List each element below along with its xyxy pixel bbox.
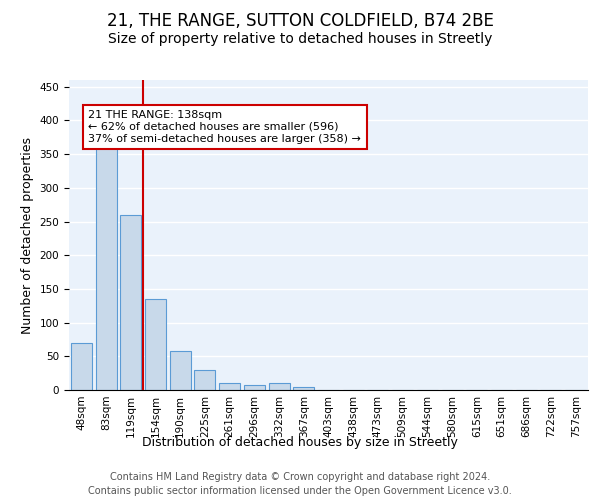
Text: Contains HM Land Registry data © Crown copyright and database right 2024.: Contains HM Land Registry data © Crown c… — [110, 472, 490, 482]
Text: Distribution of detached houses by size in Streetly: Distribution of detached houses by size … — [142, 436, 458, 449]
Text: 21, THE RANGE, SUTTON COLDFIELD, B74 2BE: 21, THE RANGE, SUTTON COLDFIELD, B74 2BE — [107, 12, 493, 30]
Bar — [71, 343, 92, 390]
Text: 21 THE RANGE: 138sqm
← 62% of detached houses are smaller (596)
37% of semi-deta: 21 THE RANGE: 138sqm ← 62% of detached h… — [88, 110, 361, 144]
Y-axis label: Number of detached properties: Number of detached properties — [21, 136, 34, 334]
Bar — [95, 134, 116, 390]
Bar — [170, 351, 191, 390]
Bar — [244, 386, 265, 390]
Bar — [194, 370, 215, 390]
Bar — [219, 384, 240, 390]
Text: Size of property relative to detached houses in Streetly: Size of property relative to detached ho… — [108, 32, 492, 46]
Bar — [145, 299, 166, 390]
Bar — [120, 215, 141, 390]
Bar — [269, 384, 290, 390]
Bar — [293, 386, 314, 390]
Text: Contains public sector information licensed under the Open Government Licence v3: Contains public sector information licen… — [88, 486, 512, 496]
